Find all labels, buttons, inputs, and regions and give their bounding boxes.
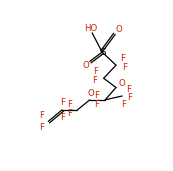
Text: F: F <box>92 76 97 85</box>
Text: F: F <box>67 109 72 118</box>
Text: O: O <box>83 61 89 70</box>
Text: O: O <box>118 79 125 88</box>
Text: O: O <box>116 25 122 34</box>
Text: F: F <box>93 67 98 76</box>
Text: F: F <box>40 111 45 120</box>
Text: F: F <box>120 54 125 63</box>
Text: F: F <box>121 100 126 109</box>
Text: F: F <box>122 63 127 72</box>
Text: F: F <box>94 100 99 109</box>
Text: O: O <box>87 89 94 98</box>
Text: HO: HO <box>84 24 97 33</box>
Text: F: F <box>127 93 132 102</box>
Text: S: S <box>100 48 106 57</box>
Text: F: F <box>40 123 45 132</box>
Text: F: F <box>127 85 132 94</box>
Text: F: F <box>60 113 65 122</box>
Text: F: F <box>60 98 65 107</box>
Text: F: F <box>67 100 72 109</box>
Text: F: F <box>94 91 99 100</box>
